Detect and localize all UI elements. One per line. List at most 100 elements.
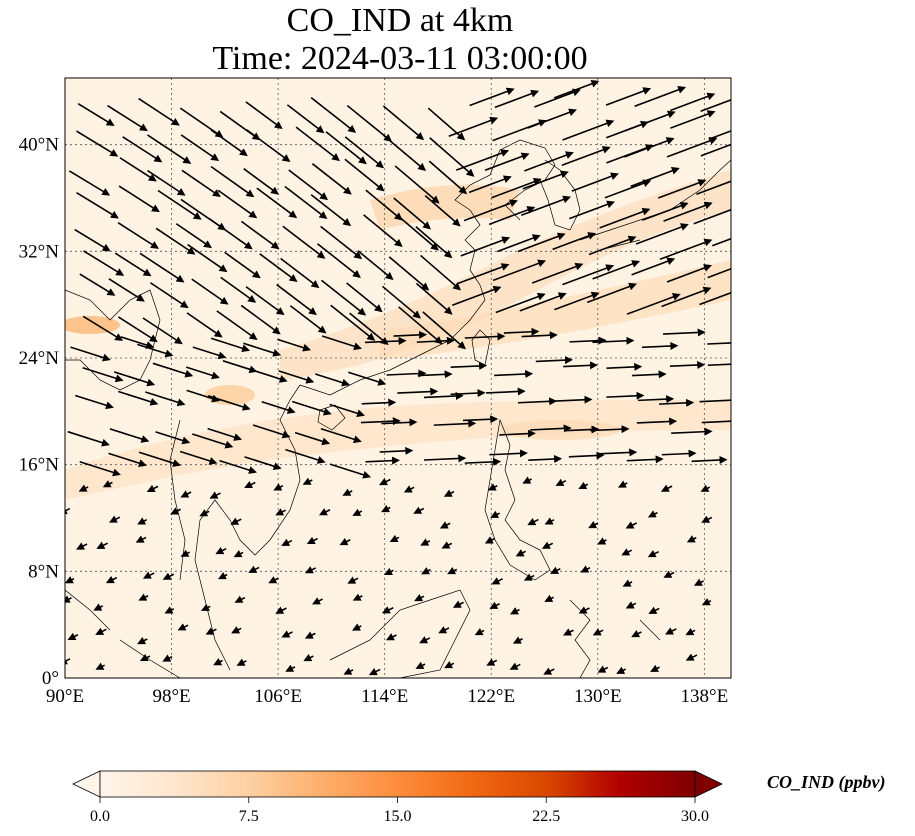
wind-arrow [420,254,461,291]
wind-arrow [379,477,391,486]
coastline-sumatra [65,589,181,678]
wind-arrow [489,601,500,609]
wind-arrow [208,217,253,250]
wind-arrow [180,549,191,557]
wind-arrow [491,577,503,585]
wind-arrow [207,395,251,411]
wind-arrow [275,508,286,516]
wind-arrow [522,476,532,484]
wind-arrow [696,180,731,195]
wind-arrow [626,455,664,464]
wind-arrow [641,342,679,351]
wind-arrow [138,451,182,467]
wind-arrow [339,537,351,546]
wind-arrow [137,636,148,645]
wind-arrow [273,483,284,491]
wind-arrow [521,331,558,340]
lat-tick-labels: 0° 8°N 16°N 24°N 32°N 40°N [19,135,60,689]
wind-arrow [571,172,619,192]
wind-arrow [320,427,362,444]
colorbar-tick-label: 15.0 [384,808,412,825]
wind-arrow [708,130,731,141]
wind-arrow [381,606,394,614]
wind-arrow [286,104,325,134]
wind-arrow [233,549,244,558]
wind-arrow [381,285,421,319]
wind-arrow [394,165,440,204]
lon-tick-label: 90°E [46,686,84,707]
wind-arrow [147,134,192,164]
lon-tick-label: 114°E [361,686,408,707]
wind-arrow [423,391,464,400]
wind-arrow [142,317,183,345]
wind-arrow [671,427,713,436]
wind-arrow [564,425,600,434]
wind-arrow [520,195,572,217]
wind-arrow [357,250,394,281]
wind-arrow [77,103,115,126]
wind-arrow [578,606,590,614]
wind-arrow [155,431,191,445]
wind-arrow [599,207,651,229]
wind-arrow [303,654,314,662]
wind-arrow [451,285,502,307]
wind-arrow [282,225,326,259]
map-subtitle-time: Time: 2024-03-11 03:00:00 [212,40,588,77]
wind-arrow [666,264,712,283]
wind-arrow [420,538,431,546]
wind-arrow [512,636,523,644]
map-title: CO_IND at 4km [286,2,514,39]
wind-arrow [349,312,389,345]
wind-arrow [209,491,221,499]
wind-arrow [622,579,633,587]
wind-arrow [364,336,407,345]
wind-arrow [464,332,506,341]
wind-arrow [114,252,152,277]
wind-arrow [554,291,600,311]
wind-arrow [569,336,607,345]
wind-arrow [175,223,212,249]
wind-arrow [568,451,605,460]
wind-arrow [605,87,652,106]
wind-arrow [310,97,357,133]
wind-arrow [162,654,173,662]
wind-arrow [261,401,296,414]
wind-arrow [455,149,510,171]
wind-arrow [180,134,220,162]
wind-arrow [707,267,731,279]
wind-arrow [186,312,223,338]
wind-arrow [181,169,221,198]
wind-arrow [321,335,362,351]
wind-arrow [381,418,418,427]
wind-arrow [588,520,599,529]
wind-arrow [207,427,243,441]
wind-arrow [344,136,385,169]
wind-arrow [135,535,147,543]
wind-arrow [665,627,677,635]
wind-arrow [276,283,317,316]
wind-arrow [318,508,331,516]
wind-arrow [280,257,320,289]
wind-arrow [114,371,156,387]
wind-arrow [155,227,196,255]
wind-arrow [216,310,258,341]
wind-arrow [304,631,316,639]
wind-arrow [625,601,637,609]
wind-arrow [486,658,498,666]
wind-arrow [415,661,426,669]
lon-tick-label: 122°E [467,686,515,707]
wind-arrow [397,387,439,396]
wind-arrow [617,480,628,488]
wind-arrow [83,250,125,276]
wind-arrow [647,510,658,518]
wind-arrow [433,419,477,428]
wind-arrow [306,536,318,544]
lon-tick-label: 106°E [254,686,302,707]
wind-arrow [329,403,365,418]
wind-arrow [659,238,713,261]
wind-arrow [347,576,359,584]
wind-arrow [65,595,72,603]
wind-arrow [438,626,450,634]
wind-arrow [543,667,555,675]
